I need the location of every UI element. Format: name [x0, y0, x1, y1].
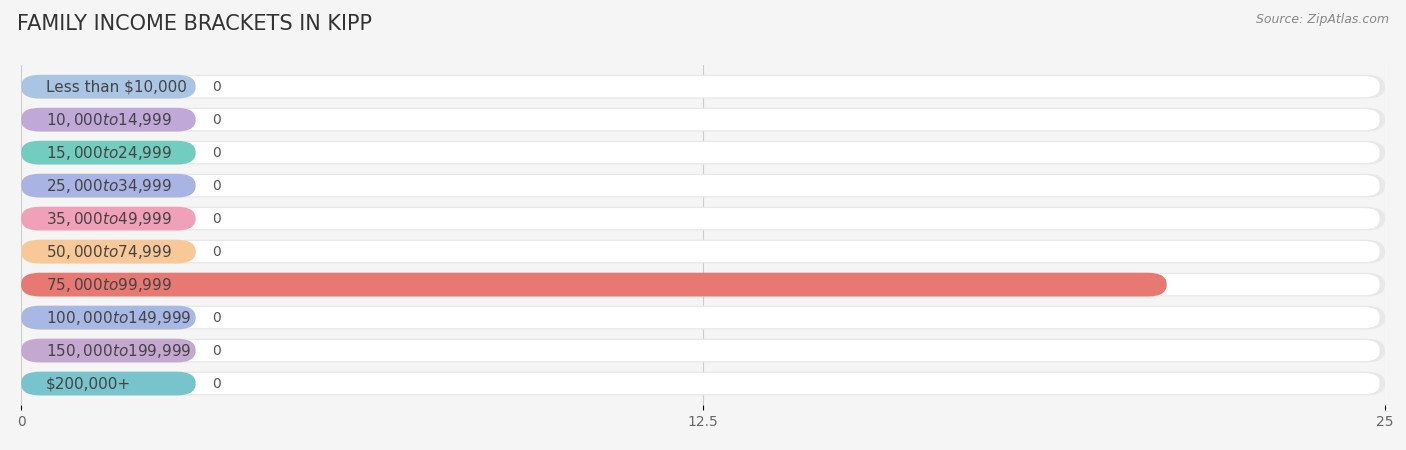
Text: $25,000 to $34,999: $25,000 to $34,999 [45, 177, 172, 195]
Text: 0: 0 [212, 146, 221, 160]
Text: 0: 0 [212, 112, 221, 127]
Text: 0: 0 [212, 245, 221, 259]
Text: 0: 0 [212, 310, 221, 324]
FancyBboxPatch shape [21, 174, 1385, 198]
Text: 0: 0 [212, 179, 221, 193]
Text: $35,000 to $49,999: $35,000 to $49,999 [45, 210, 172, 228]
FancyBboxPatch shape [35, 109, 1379, 130]
FancyBboxPatch shape [21, 240, 1385, 264]
FancyBboxPatch shape [35, 208, 1379, 229]
FancyBboxPatch shape [21, 141, 195, 165]
FancyBboxPatch shape [21, 207, 195, 230]
Text: Source: ZipAtlas.com: Source: ZipAtlas.com [1256, 14, 1389, 27]
Text: 0: 0 [212, 377, 221, 391]
FancyBboxPatch shape [21, 339, 195, 362]
Text: FAMILY INCOME BRACKETS IN KIPP: FAMILY INCOME BRACKETS IN KIPP [17, 14, 371, 33]
Text: $10,000 to $14,999: $10,000 to $14,999 [45, 111, 172, 129]
Text: $150,000 to $199,999: $150,000 to $199,999 [45, 342, 191, 360]
FancyBboxPatch shape [21, 372, 1385, 396]
Text: 0: 0 [212, 80, 221, 94]
Text: Less than $10,000: Less than $10,000 [45, 79, 187, 94]
FancyBboxPatch shape [21, 240, 195, 264]
Text: $50,000 to $74,999: $50,000 to $74,999 [45, 243, 172, 261]
FancyBboxPatch shape [21, 372, 195, 396]
FancyBboxPatch shape [21, 141, 1385, 165]
FancyBboxPatch shape [35, 76, 1379, 97]
FancyBboxPatch shape [21, 174, 195, 198]
Text: $15,000 to $24,999: $15,000 to $24,999 [45, 144, 172, 162]
FancyBboxPatch shape [21, 339, 1385, 362]
FancyBboxPatch shape [35, 241, 1379, 262]
FancyBboxPatch shape [21, 306, 195, 329]
FancyBboxPatch shape [35, 340, 1379, 361]
FancyBboxPatch shape [21, 207, 1385, 230]
Text: $75,000 to $99,999: $75,000 to $99,999 [45, 275, 172, 293]
Text: $200,000+: $200,000+ [45, 376, 131, 391]
Text: 0: 0 [212, 343, 221, 358]
FancyBboxPatch shape [35, 274, 1379, 295]
FancyBboxPatch shape [21, 273, 1167, 297]
FancyBboxPatch shape [35, 175, 1379, 196]
FancyBboxPatch shape [21, 108, 195, 131]
FancyBboxPatch shape [21, 306, 1385, 329]
FancyBboxPatch shape [35, 142, 1379, 163]
Text: 21: 21 [1182, 278, 1202, 292]
FancyBboxPatch shape [35, 307, 1379, 328]
FancyBboxPatch shape [21, 108, 1385, 131]
FancyBboxPatch shape [21, 75, 195, 99]
FancyBboxPatch shape [35, 373, 1379, 394]
Text: 0: 0 [212, 212, 221, 225]
FancyBboxPatch shape [21, 273, 1385, 297]
Text: $100,000 to $149,999: $100,000 to $149,999 [45, 309, 191, 327]
FancyBboxPatch shape [21, 75, 1385, 99]
